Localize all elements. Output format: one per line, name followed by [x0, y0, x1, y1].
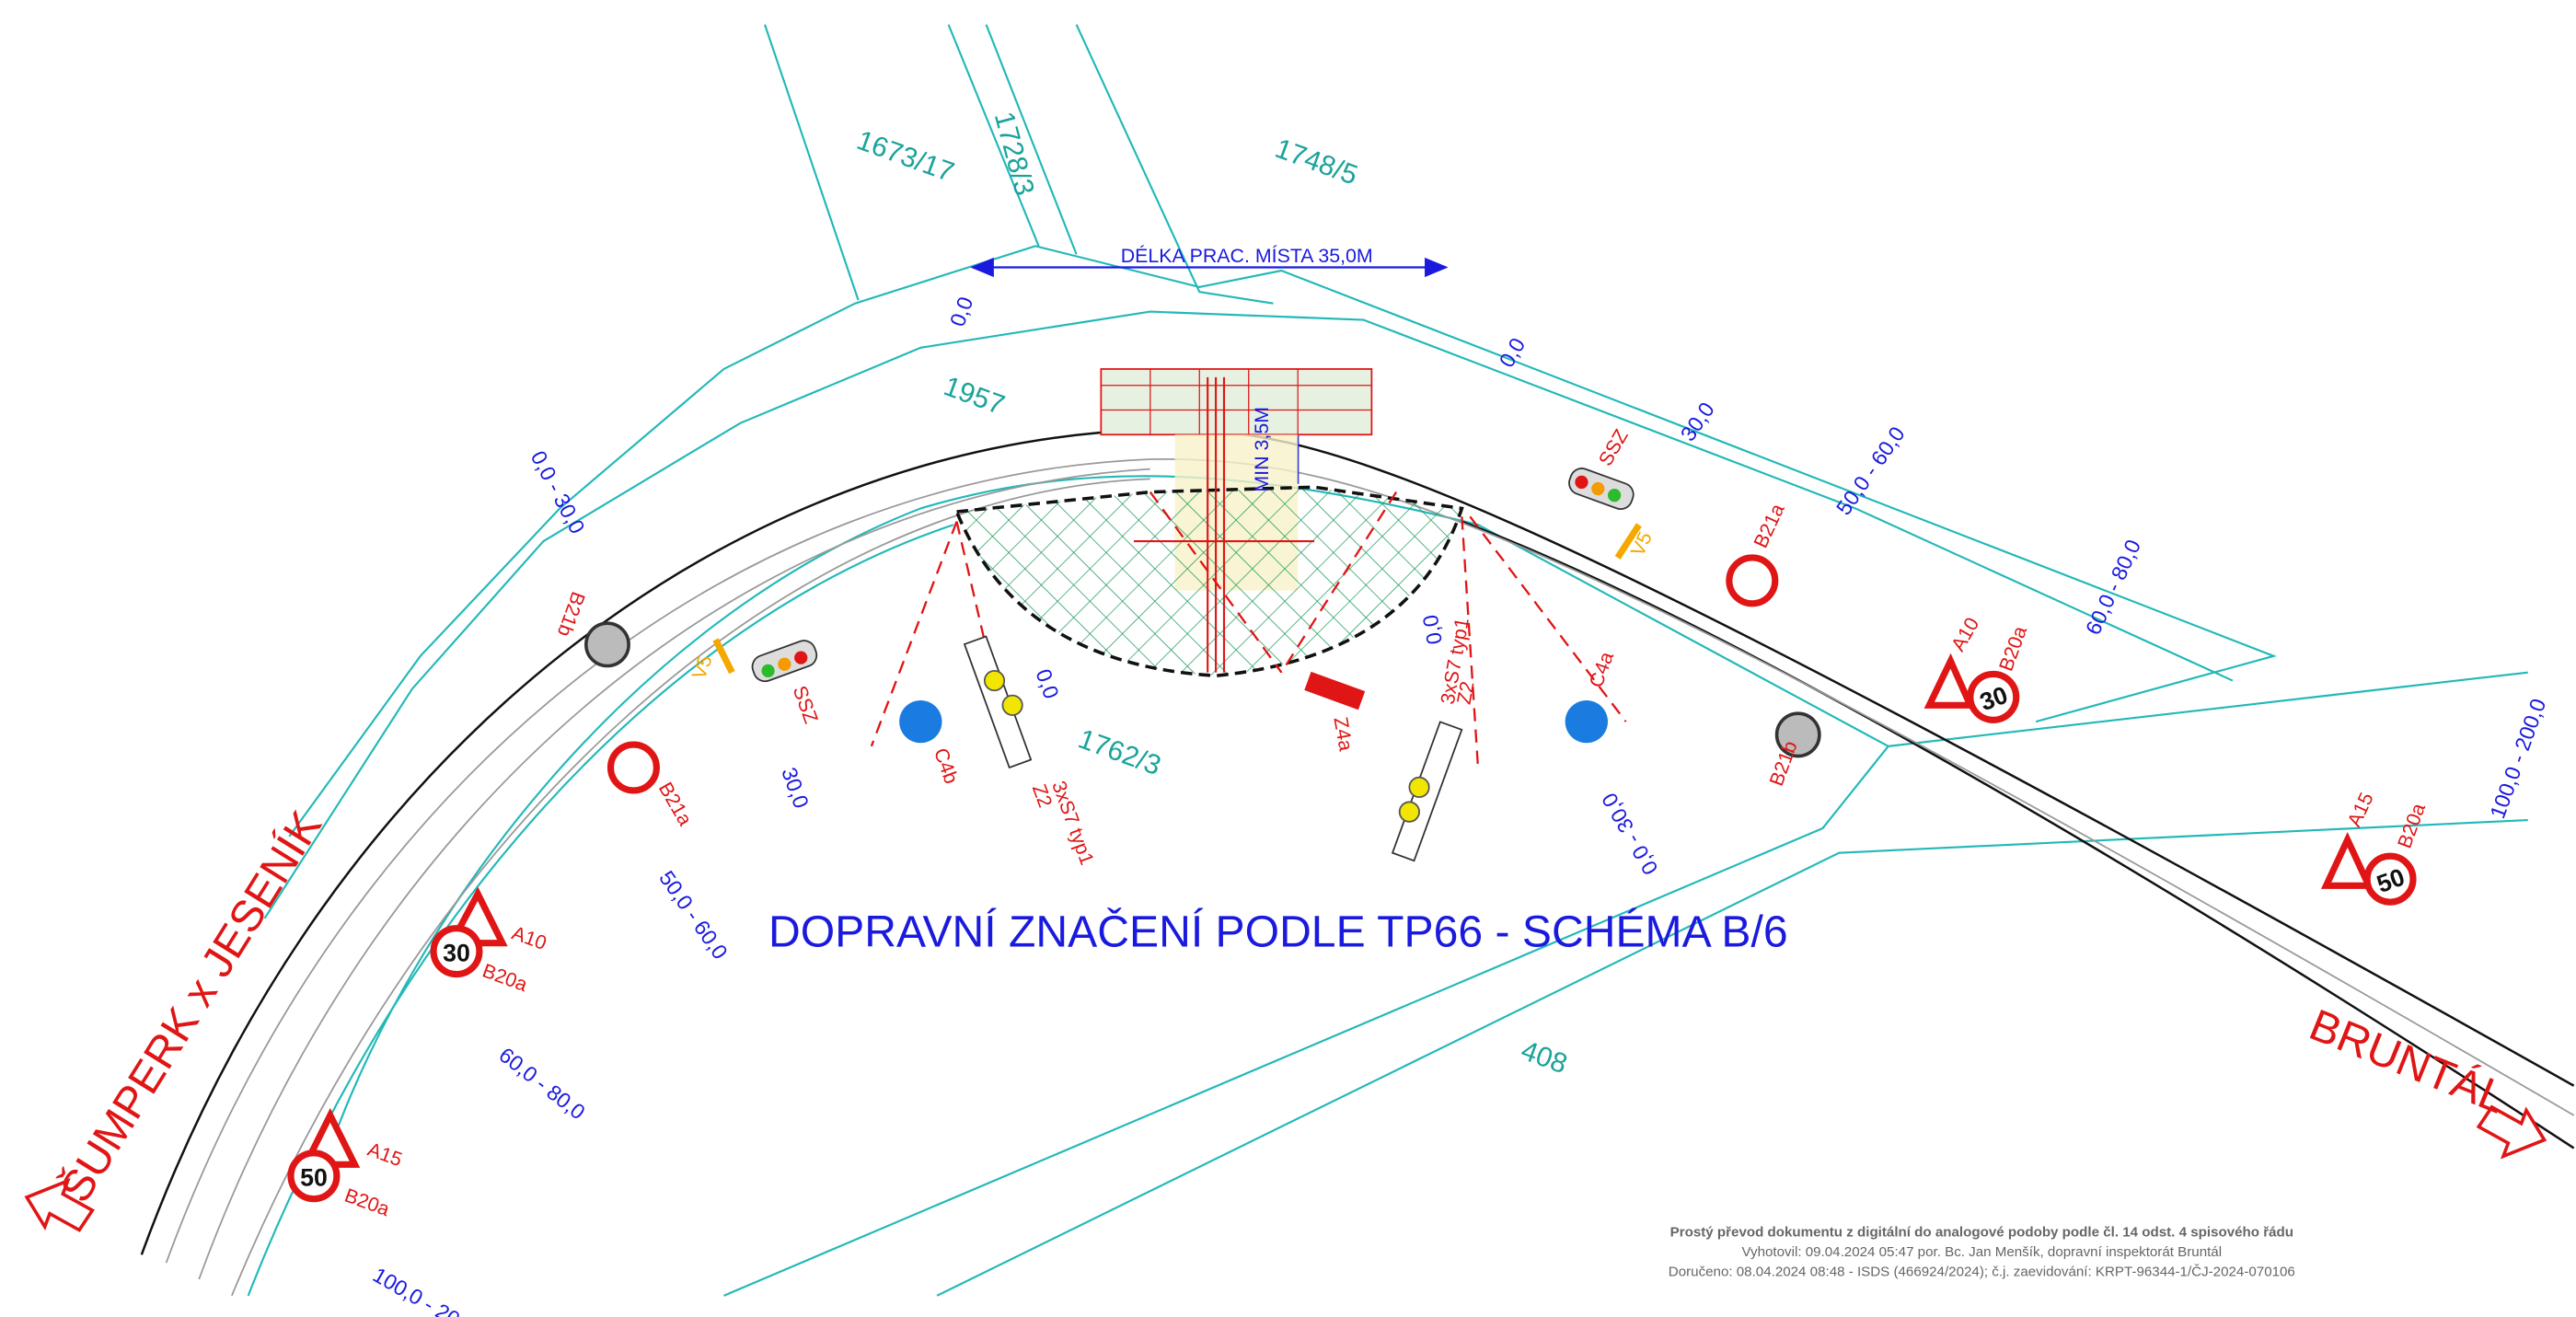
sign-labels-text: SSZ [1594, 425, 1633, 469]
sign-labels-text: V5 [687, 652, 716, 682]
sign-labels-text: A10 [509, 921, 549, 954]
sign-labels-text: A15 [364, 1138, 405, 1172]
work-zone-path [957, 487, 1462, 676]
sign-labels-text: B21b [1765, 738, 1802, 789]
footer: Prostý převod dokumentu z digitální do a… [1669, 1225, 2295, 1280]
sign-labels-text: B20a [1995, 623, 2032, 674]
sign-labels-text: C4b [930, 745, 963, 787]
signs-left-circle [778, 658, 791, 671]
speed-limit-numbers-text: 50 [300, 1163, 328, 1191]
parcel-labels-text: 1673/17 [853, 125, 958, 188]
parcel-lines-path [723, 746, 1888, 1296]
work-zone [872, 369, 1626, 771]
signs-left-circle [985, 671, 1004, 690]
chainage-labels-text: 0,0 [1031, 665, 1063, 701]
parcel-labels-text: 1748/5 [1271, 133, 1361, 191]
sign-labels-text: A15 [2343, 789, 2378, 830]
sign-labels-text: B20a [479, 959, 530, 996]
signs-left-circle [899, 700, 941, 743]
signs-left-circle [586, 623, 629, 665]
chainage-labels-text: 50,0 - 60,0 [654, 866, 733, 964]
parcel-labels-text: 1957 [940, 371, 1009, 421]
signs-right-path [1929, 661, 1970, 705]
signs-right-circle [1591, 482, 1604, 495]
sign-labels-text: B21a [654, 779, 697, 829]
footer-text: Doručeno: 08.04.2024 08:48 - ISDS (46692… [1669, 1264, 2295, 1279]
footer-text: Prostý převod dokumentu z digitální do a… [1670, 1225, 2293, 1241]
signs-right-circle [1400, 802, 1419, 821]
signs-left-circle [794, 651, 807, 664]
chainage-labels-text: 60,0 - 80,0 [494, 1043, 589, 1125]
sign-labels-text: B21a [1750, 501, 1789, 551]
signs-right-circle [1575, 476, 1588, 489]
signs-left-circle [1002, 696, 1022, 715]
parcel-labels-text: 408 [1517, 1035, 1571, 1080]
dimension-labels-text: MIN 3,5M [1251, 407, 1273, 492]
speed-limit-numbers-text: 30 [443, 939, 470, 966]
sign-labels-text: SSZ [789, 683, 823, 726]
signs-right-circle [1729, 558, 1775, 604]
signs-left-circle [761, 664, 774, 677]
sign-labels-text: A10 [1946, 614, 1983, 655]
chainage-labels-text: 0,0 [1418, 613, 1447, 646]
sign-labels-text: Z2 [1453, 679, 1479, 706]
work-zone-rect [1101, 369, 1371, 434]
parcel-lines-path [765, 25, 859, 300]
chainage-labels-text: 50,0 - 60,0 [1831, 422, 1910, 520]
dimension-labels-text: DÉLKA PRAC. MÍSTA 35,0M [1121, 244, 1373, 267]
traffic-diagram: 1673/17 1728/3 1748/5 1957 1762/3 408 DÉ… [0, 0, 2576, 1317]
chainage-labels-text: 30,0 [777, 764, 814, 811]
footer-text: Vyhotovil: 09.04.2024 05:47 por. Bc. Jan… [1742, 1244, 2223, 1260]
signs-right-circle [1608, 489, 1621, 502]
chainage-labels-text: 60,0 - 80,0 [2081, 536, 2145, 638]
signs-right-circle [1409, 778, 1428, 797]
sign-labels-text: B21b [553, 589, 590, 640]
parcel-lines [248, 25, 2528, 1296]
sign-labels-text: Z4a [1329, 715, 1357, 753]
signs-right-circle [1565, 700, 1608, 743]
chainage-labels-text: 100,0 - 200,0 [2485, 696, 2550, 822]
chainage-labels: 0,0 0,0 0,0 - 30,0 30,0 50,0 - 60,0 60,0… [369, 294, 2551, 1317]
sign-labels-text: 3xS7 typ1 [1047, 778, 1098, 868]
work-zone-rect [1304, 672, 1365, 710]
parcel-labels-text: 1728/3 [988, 109, 1040, 199]
chainage-labels-text: 0,0 [945, 294, 977, 329]
parcel-labels-text: 1762/3 [1074, 723, 1164, 781]
chainage-labels-text: 100,0 - 20 [369, 1263, 464, 1317]
signs-left-circle [611, 745, 657, 791]
title: DOPRAVNÍ ZNAČENÍ PODLE TP66 - SCHÉMA B/6 [768, 907, 1788, 956]
chainage-labels-text: 0,0 - 30,0 [1597, 789, 1662, 879]
signs-right-path [2327, 839, 2369, 885]
sign-labels-text: B20a [341, 1184, 392, 1221]
sign-labels-text: C4a [1585, 649, 1618, 690]
